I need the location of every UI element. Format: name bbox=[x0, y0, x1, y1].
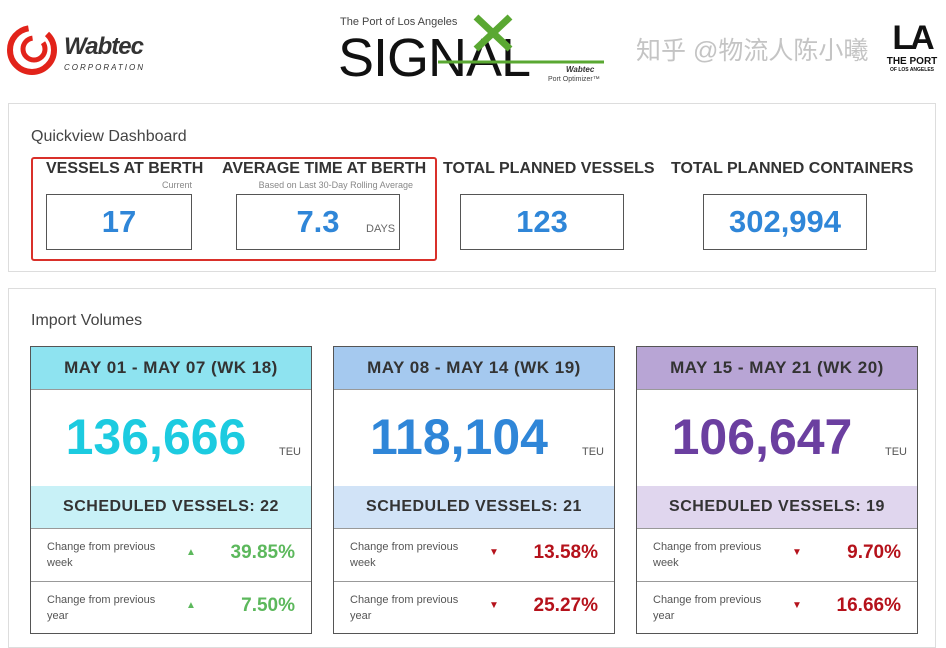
teu-unit: TEU bbox=[279, 446, 301, 458]
wabtec-swirl-icon bbox=[7, 25, 57, 75]
quickview-title: Quickview Dashboard bbox=[31, 128, 187, 145]
kpi-value-vessels-at-berth: 17 bbox=[46, 194, 192, 250]
la-line1: THE PORT bbox=[886, 56, 938, 67]
kpi-sub-average-time: Based on Last 30-Day Rolling Average bbox=[258, 180, 413, 190]
change-row: Change from previous year ▼ 25.27% bbox=[334, 581, 614, 634]
week-header: MAY 01 - MAY 07 (WK 18) bbox=[31, 347, 311, 390]
change-value: 9.70% bbox=[847, 542, 901, 563]
teu-value: 106,647 bbox=[671, 409, 853, 465]
port-la-logo: LA THE PORT OF LOS ANGELES bbox=[884, 20, 940, 78]
kpi-value-average-time: 7.3 bbox=[236, 194, 400, 250]
change-label: Change from previous week bbox=[653, 541, 762, 569]
kpi-label-vessels-at-berth: VESSELS AT BERTH bbox=[46, 160, 204, 177]
change-value: 16.66% bbox=[836, 595, 901, 616]
teu-value: 136,666 bbox=[65, 409, 247, 465]
change-row: Change from previous week ▲ 39.85% bbox=[31, 528, 311, 581]
teu-area: 136,666 TEU bbox=[31, 390, 311, 486]
week-header: MAY 15 - MAY 21 (WK 20) bbox=[637, 347, 917, 390]
wabtec-name: Wabtec bbox=[64, 33, 144, 60]
teu-unit: TEU bbox=[885, 446, 907, 458]
change-label: Change from previous year bbox=[47, 594, 156, 622]
triangle-down-icon: ▼ bbox=[792, 547, 802, 558]
watermark: 知乎 @物流人陈小曦 bbox=[636, 37, 869, 65]
change-row: Change from previous week ▼ 9.70% bbox=[637, 528, 917, 581]
scheduled-vessels: SCHEDULED VESSELS: 21 bbox=[334, 486, 614, 528]
kpi-sub-vessels-at-berth: Current bbox=[161, 180, 192, 190]
change-label: Change from previous year bbox=[350, 594, 459, 622]
change-row: Change from previous year ▲ 7.50% bbox=[31, 581, 311, 634]
change-value: 13.58% bbox=[533, 542, 598, 563]
triangle-up-icon: ▲ bbox=[186, 547, 196, 558]
scheduled-vessels: SCHEDULED VESSELS: 22 bbox=[31, 486, 311, 528]
wabtec-logo: Wabtec CORPORATION bbox=[6, 24, 166, 76]
la-line2: OF LOS ANGELES bbox=[890, 67, 934, 73]
change-value: 25.27% bbox=[533, 595, 598, 616]
triangle-down-icon: ▼ bbox=[489, 600, 499, 611]
highlight-box bbox=[31, 157, 437, 261]
change-row: Change from previous year ▼ 16.66% bbox=[637, 581, 917, 634]
teu-unit: TEU bbox=[582, 446, 604, 458]
change-label: Change from previous week bbox=[47, 541, 156, 569]
signal-kicker: The Port of Los Angeles bbox=[340, 16, 458, 28]
kpi-value-total-planned-containers: 302,994 bbox=[703, 194, 867, 250]
triangle-up-icon: ▲ bbox=[186, 600, 196, 611]
signal-product: Port Optimizer™ bbox=[548, 76, 600, 83]
week-card: MAY 08 - MAY 14 (WK 19) 118,104 TEU SCHE… bbox=[333, 346, 615, 634]
week-header: MAY 08 - MAY 14 (WK 19) bbox=[334, 347, 614, 390]
signal-cross-icon bbox=[438, 14, 604, 64]
teu-area: 106,647 TEU bbox=[637, 390, 917, 486]
change-label: Change from previous week bbox=[350, 541, 459, 569]
average-time-value: 7.3 bbox=[296, 204, 340, 239]
signal-powered: Wabtec bbox=[566, 65, 595, 74]
scheduled-vessels: SCHEDULED VESSELS: 19 bbox=[637, 486, 917, 528]
wabtec-sub: CORPORATION bbox=[64, 63, 145, 72]
signal-logo: The Port of Los Angeles SIGNAL Wabtec Po… bbox=[338, 14, 608, 86]
change-label: Change from previous year bbox=[653, 594, 762, 622]
week-card: MAY 15 - MAY 21 (WK 20) 106,647 TEU SCHE… bbox=[636, 346, 918, 634]
import-volumes-title: Import Volumes bbox=[31, 312, 143, 329]
week-card: MAY 01 - MAY 07 (WK 18) 136,666 TEU SCHE… bbox=[30, 346, 312, 634]
teu-value: 118,104 bbox=[370, 409, 548, 465]
kpi-label-average-time: AVERAGE TIME AT BERTH bbox=[222, 160, 427, 177]
quickview-panel: Quickview Dashboard VESSELS AT BERTH Cur… bbox=[8, 103, 936, 272]
change-value: 7.50% bbox=[241, 595, 295, 616]
change-row: Change from previous week ▼ 13.58% bbox=[334, 528, 614, 581]
kpi-label-total-planned-vessels: TOTAL PLANNED VESSELS bbox=[443, 160, 655, 177]
change-value: 39.85% bbox=[230, 542, 295, 563]
kpi-label-total-planned-containers: TOTAL PLANNED CONTAINERS bbox=[671, 160, 914, 177]
triangle-down-icon: ▼ bbox=[489, 547, 499, 558]
triangle-down-icon: ▼ bbox=[792, 600, 802, 611]
kpi-unit-days: DAYS bbox=[366, 223, 396, 235]
teu-area: 118,104 TEU bbox=[334, 390, 614, 486]
kpi-value-total-planned-vessels: 123 bbox=[460, 194, 624, 250]
la-mark: LA bbox=[892, 19, 934, 57]
